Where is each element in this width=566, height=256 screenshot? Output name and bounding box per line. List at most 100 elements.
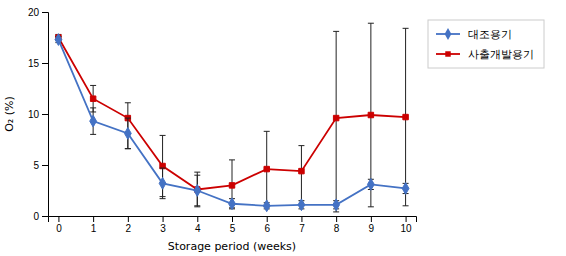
x-axis-tick: 7: [299, 216, 305, 234]
x-axis-tick-label: 6: [264, 223, 270, 234]
x-axis-tick-label: 8: [334, 223, 340, 234]
series: [55, 34, 409, 212]
x-axis-tick-mark: [128, 216, 129, 222]
y-axis-tick: 0: [33, 211, 48, 222]
marker: [90, 115, 97, 127]
y-axis-tick: 20: [28, 7, 48, 18]
marker: [90, 96, 95, 101]
marker: [229, 183, 234, 188]
marker: [367, 178, 374, 190]
x-axis-tick-mark: [163, 216, 164, 222]
x-axis-tick-label: 10: [401, 223, 413, 234]
marker: [55, 34, 62, 46]
y-axis-line: [42, 13, 49, 217]
x-axis-tick: 9: [369, 216, 375, 234]
x-axis-tick: 8: [334, 216, 340, 234]
y-axis-tick-mark: [42, 165, 48, 166]
legend: 대조용기사출개발용기: [428, 20, 544, 68]
x-axis-tick-mark: [301, 216, 302, 222]
error-bar: [125, 118, 131, 149]
error-bar: [229, 199, 235, 209]
marker: [333, 199, 340, 211]
x-axis-tick-mark: [336, 216, 337, 222]
y-axis-tick: 5: [33, 160, 48, 171]
error-bar: [90, 108, 96, 135]
marker: [298, 199, 305, 211]
y-axis-tick-mark: [42, 12, 48, 13]
legend-item: 대조용기: [436, 28, 512, 41]
marker: [159, 177, 166, 189]
x-axis-tick: 4: [195, 216, 201, 234]
x-axis-tick-mark: [197, 216, 198, 222]
error-bar: [264, 131, 270, 206]
marker: [403, 114, 408, 119]
marks: [55, 23, 409, 212]
y-axis-tick-mark: [42, 216, 48, 217]
error-bar: [194, 175, 200, 206]
legend-item: 사출개발용기: [436, 48, 534, 61]
x-axis-tick-mark: [371, 216, 372, 222]
y-axis-tick-mark: [42, 114, 48, 115]
legend-label: 사출개발용기: [468, 48, 534, 61]
y-axis-tick-label: 5: [33, 160, 39, 171]
x-axis-tick-label: 3: [160, 223, 166, 234]
x-axis-tick-mark: [58, 216, 59, 222]
chart: 0 1 2 3 4 5 6 7 8 9 10 0 5 10 15 20 Storage period (week…: [0, 0, 566, 256]
x-axis-tick: 1: [91, 216, 97, 234]
y-axis-tick: 10: [28, 109, 48, 120]
x-axis-tick: 6: [264, 216, 270, 234]
series: [55, 23, 408, 212]
y-axis-tick-label: 20: [28, 7, 40, 18]
marker: [194, 185, 201, 197]
x-axis-tick: 3: [160, 216, 166, 234]
marker: [264, 166, 269, 171]
x-axis-tick: 5: [230, 216, 236, 234]
error-bar: [403, 28, 409, 205]
line: [58, 40, 405, 206]
x-axis: 0 1 2 3 4 5 6 7 8 9 10: [49, 216, 417, 234]
marker: [333, 115, 338, 120]
error-bar: [368, 23, 374, 207]
line: [58, 38, 405, 190]
x-axis-tick-label: 0: [56, 223, 62, 234]
error-bar: [125, 103, 131, 149]
y-axis-tick-label: 10: [28, 109, 40, 120]
plot: 0 1 2 3 4 5 6 7 8 9 10 0 5 10 15 20: [28, 7, 417, 234]
x-axis-tick-label: 1: [91, 223, 97, 234]
y-axis-tick-mark: [42, 63, 48, 64]
marker: [229, 198, 236, 210]
y-axis-tick-label: 0: [33, 211, 39, 222]
marker: [402, 183, 409, 195]
legend-marker: [445, 51, 450, 56]
y-axis: 0 5 10 15 20: [28, 7, 49, 222]
error-bar: [160, 168, 166, 199]
marker: [124, 127, 131, 139]
x-axis-tick-mark: [406, 216, 407, 222]
x-axis-tick-mark: [267, 216, 268, 222]
x-axis-line: [49, 217, 417, 223]
error-bar: [194, 172, 200, 207]
error-bar: [160, 135, 166, 196]
error-bar: [403, 183, 409, 193]
y-axis-title: O₂ (%): [3, 96, 16, 132]
x-axis-tick-label: 7: [299, 223, 305, 234]
x-axis-tick-label: 4: [195, 223, 201, 234]
marker: [368, 112, 373, 117]
y-axis-tick-label: 15: [28, 58, 40, 69]
x-axis-tick: 10: [401, 216, 413, 234]
y-axis-tick: 15: [28, 58, 48, 69]
x-axis-tick-label: 9: [369, 223, 375, 234]
x-axis-tick-label: 5: [230, 223, 236, 234]
x-axis-tick-mark: [93, 216, 94, 222]
legend-label: 대조용기: [468, 28, 512, 41]
error-bar: [368, 179, 374, 189]
error-bar: [298, 146, 304, 205]
x-axis-tick: 2: [126, 216, 132, 234]
legend-marker: [445, 28, 452, 40]
x-axis-title: Storage period (weeks): [168, 240, 296, 253]
x-axis-tick-label: 2: [126, 223, 132, 234]
x-axis-tick: 0: [56, 216, 62, 234]
marker: [299, 168, 304, 173]
marker: [263, 200, 270, 212]
x-axis-tick-mark: [232, 216, 233, 222]
